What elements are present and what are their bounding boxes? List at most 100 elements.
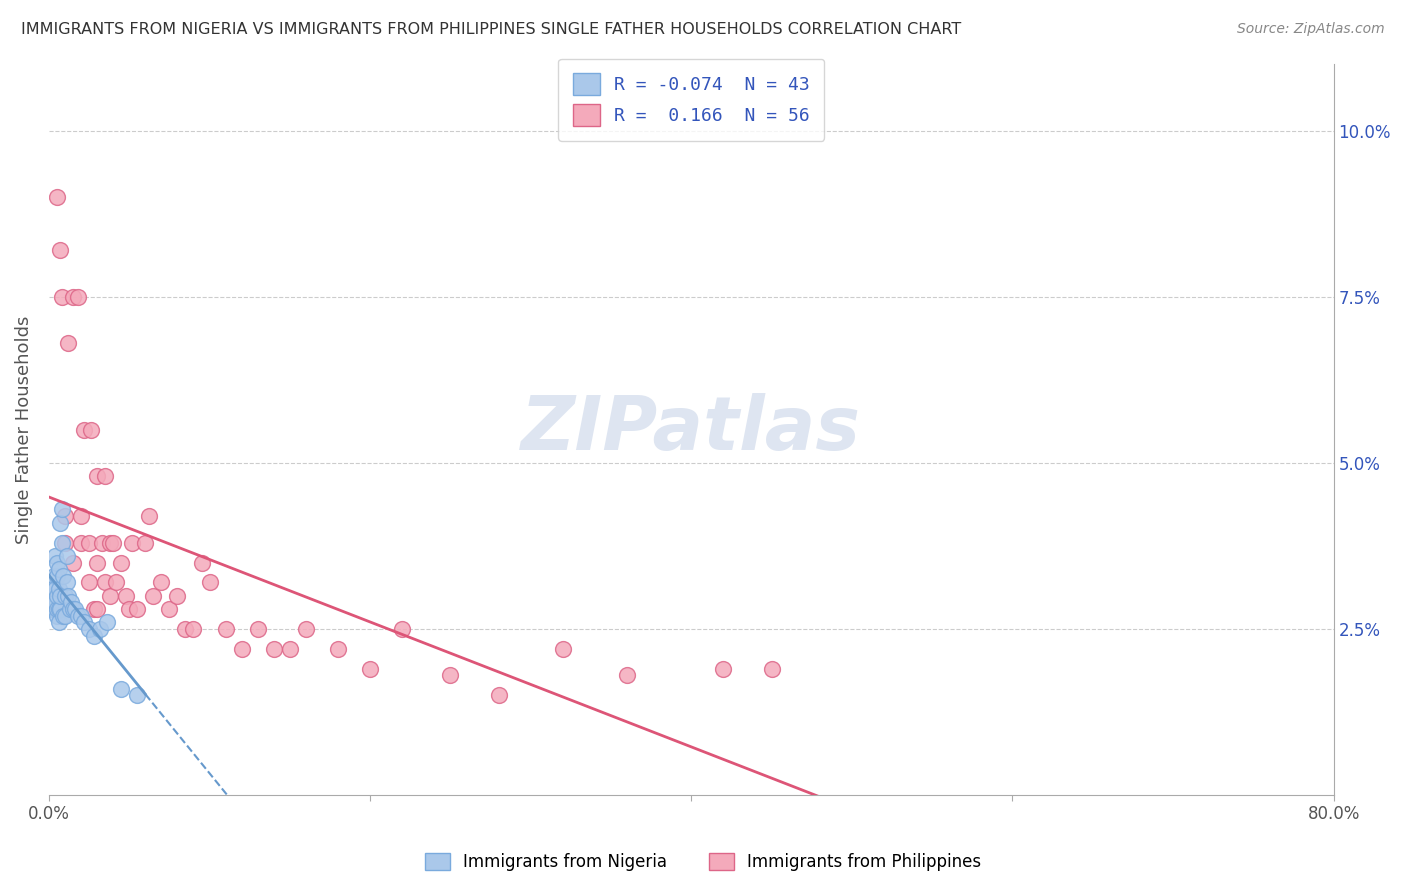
Point: [73, 423, 96, 437]
Point: [42, 602, 65, 616]
Point: [55, 549, 77, 563]
Point: [761, 662, 783, 676]
Point: [231, 641, 253, 656]
Point: [49, 244, 72, 258]
Point: [134, 535, 156, 549]
Point: [62, 602, 84, 616]
Point: [359, 662, 381, 676]
Point: [83, 629, 105, 643]
Point: [174, 622, 197, 636]
Point: [98, 589, 121, 603]
Point: [94, 469, 117, 483]
Point: [89, 622, 111, 636]
Point: [488, 689, 510, 703]
Point: [127, 602, 149, 616]
Legend: R = -0.074  N = 43, R =  0.166  N = 56: R = -0.074 N = 43, R = 0.166 N = 56: [558, 59, 824, 141]
Point: [77, 575, 100, 590]
Point: [70, 608, 93, 623]
Point: [150, 575, 173, 590]
Point: [96, 615, 118, 630]
Point: [39, 602, 62, 616]
Point: [46, 589, 69, 603]
Point: [44, 595, 66, 609]
Point: [190, 556, 212, 570]
Point: [41, 582, 63, 596]
Point: [49, 602, 72, 616]
Point: [70, 509, 93, 524]
Point: [46, 608, 69, 623]
Point: [439, 668, 461, 682]
Point: [55, 575, 77, 590]
Point: [295, 622, 318, 636]
Point: [157, 602, 180, 616]
Point: [713, 662, 735, 676]
Point: [48, 615, 70, 630]
Point: [103, 535, 125, 549]
Point: [62, 556, 84, 570]
Legend: Immigrants from Nigeria, Immigrants from Philippines: Immigrants from Nigeria, Immigrants from…: [416, 845, 990, 880]
Point: [142, 589, 165, 603]
Point: [198, 575, 221, 590]
Point: [121, 535, 143, 549]
Point: [110, 681, 132, 696]
Point: [326, 641, 349, 656]
Point: [98, 535, 121, 549]
Point: [183, 622, 205, 636]
Point: [391, 622, 413, 636]
Point: [53, 535, 76, 549]
Point: [616, 668, 638, 682]
Point: [73, 615, 96, 630]
Point: [70, 535, 93, 549]
Point: [59, 602, 82, 616]
Point: [48, 582, 70, 596]
Point: [46, 602, 69, 616]
Point: [48, 562, 70, 576]
Text: IMMIGRANTS FROM NIGERIA VS IMMIGRANTS FROM PHILIPPINES SINGLE FATHER HOUSEHOLDS : IMMIGRANTS FROM NIGERIA VS IMMIGRANTS FR…: [21, 22, 962, 37]
Text: ZIPatlas: ZIPatlas: [522, 393, 862, 467]
Point: [42, 569, 65, 583]
Point: [94, 575, 117, 590]
Point: [118, 602, 141, 616]
Point: [49, 589, 72, 603]
Point: [52, 608, 75, 623]
Y-axis label: Single Father Households: Single Father Households: [15, 316, 32, 544]
Point: [60, 595, 83, 609]
Point: [263, 641, 285, 656]
Point: [86, 556, 108, 570]
Point: [44, 582, 66, 596]
Point: [138, 509, 160, 524]
Point: [551, 641, 574, 656]
Point: [86, 469, 108, 483]
Point: [66, 608, 89, 623]
Point: [63, 602, 86, 616]
Point: [51, 502, 73, 516]
Point: [48, 602, 70, 616]
Point: [62, 290, 84, 304]
Point: [105, 575, 128, 590]
Point: [86, 602, 108, 616]
Point: [49, 516, 72, 530]
Point: [80, 423, 103, 437]
Point: [127, 689, 149, 703]
Point: [115, 589, 138, 603]
Point: [83, 602, 105, 616]
Point: [51, 535, 73, 549]
Point: [44, 549, 66, 563]
Point: [46, 569, 69, 583]
Point: [58, 336, 80, 351]
Point: [58, 589, 80, 603]
Point: [278, 641, 301, 656]
Point: [46, 556, 69, 570]
Point: [53, 589, 76, 603]
Text: Source: ZipAtlas.com: Source: ZipAtlas.com: [1237, 22, 1385, 37]
Point: [246, 622, 269, 636]
Point: [53, 608, 76, 623]
Point: [214, 622, 236, 636]
Point: [46, 190, 69, 204]
Point: [53, 509, 76, 524]
Point: [77, 622, 100, 636]
Point: [77, 535, 100, 549]
Point: [66, 290, 89, 304]
Point: [42, 595, 65, 609]
Point: [52, 569, 75, 583]
